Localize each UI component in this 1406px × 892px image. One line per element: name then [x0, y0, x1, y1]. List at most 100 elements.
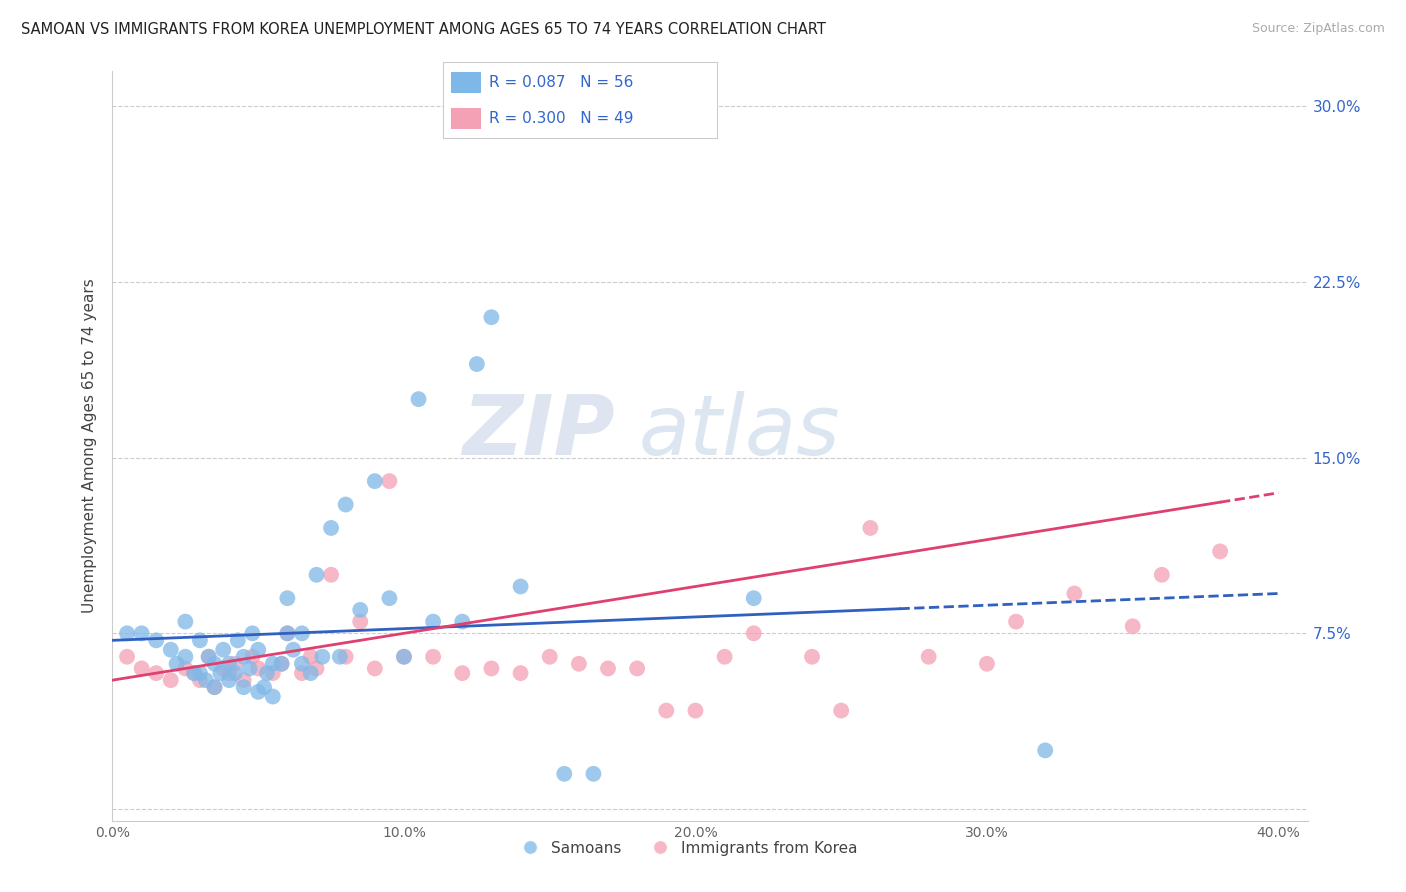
Point	[859, 521, 882, 535]
Point	[238, 661, 260, 675]
Point	[204, 680, 226, 694]
Point	[242, 649, 264, 664]
Point	[305, 567, 328, 582]
Point	[188, 633, 211, 648]
Point	[276, 626, 298, 640]
Y-axis label: Unemployment Among Ages 65 to 74 years: Unemployment Among Ages 65 to 74 years	[82, 278, 97, 614]
Point	[131, 626, 153, 640]
Point	[204, 680, 226, 694]
Point	[1209, 544, 1232, 558]
Point	[335, 498, 357, 512]
Legend: Samoans, Immigrants from Korea: Samoans, Immigrants from Korea	[509, 835, 863, 862]
Point	[262, 666, 284, 681]
Point	[538, 649, 561, 664]
Point	[568, 657, 591, 671]
Point	[197, 649, 219, 664]
Point	[378, 591, 401, 606]
Point	[596, 661, 619, 675]
Point	[742, 626, 765, 640]
Point	[194, 673, 217, 688]
Point	[183, 666, 205, 681]
Point	[976, 657, 998, 671]
Point	[408, 392, 430, 407]
Point	[242, 626, 264, 640]
Point	[270, 657, 292, 671]
Point	[349, 603, 371, 617]
Point	[349, 615, 371, 629]
Point	[174, 649, 197, 664]
Point	[131, 661, 153, 675]
Point	[224, 666, 246, 681]
Point	[197, 649, 219, 664]
Point	[1150, 567, 1173, 582]
Point	[329, 649, 352, 664]
Point	[262, 657, 284, 671]
Point	[232, 649, 254, 664]
Point	[378, 474, 401, 488]
Point	[232, 680, 254, 694]
Point	[188, 673, 211, 688]
Point	[801, 649, 824, 664]
Point	[145, 633, 167, 648]
Point	[232, 673, 254, 688]
Point	[262, 690, 284, 704]
Point	[451, 666, 474, 681]
Point	[183, 666, 205, 681]
Point	[392, 649, 415, 664]
Point	[218, 673, 240, 688]
Bar	[451, 71, 481, 93]
Point	[305, 661, 328, 675]
Point	[218, 666, 240, 681]
Point	[451, 615, 474, 629]
Text: Source: ZipAtlas.com: Source: ZipAtlas.com	[1251, 22, 1385, 36]
Text: R = 0.300   N = 49: R = 0.300 N = 49	[489, 111, 634, 126]
Text: atlas: atlas	[638, 391, 839, 472]
Point	[713, 649, 735, 664]
Point	[319, 567, 342, 582]
Point	[364, 661, 387, 675]
Point	[212, 661, 235, 675]
Point	[115, 649, 138, 664]
Point	[204, 657, 226, 671]
Point	[1122, 619, 1144, 633]
Point	[392, 649, 415, 664]
Point	[626, 661, 648, 675]
Point	[481, 661, 503, 675]
Point	[247, 661, 270, 675]
Point	[299, 666, 322, 681]
Point	[830, 704, 852, 718]
Point	[299, 649, 322, 664]
Point	[509, 666, 531, 681]
Point	[226, 633, 249, 648]
Point	[1033, 743, 1056, 757]
Bar	[451, 108, 481, 129]
Point	[509, 580, 531, 594]
Point	[115, 626, 138, 640]
Point	[270, 657, 292, 671]
Point	[582, 767, 605, 781]
Point	[422, 615, 444, 629]
Point	[1005, 615, 1028, 629]
Point	[1063, 586, 1085, 600]
Point	[553, 767, 575, 781]
Point	[247, 685, 270, 699]
Point	[291, 666, 314, 681]
Point	[422, 649, 444, 664]
Point	[166, 657, 188, 671]
Point	[145, 666, 167, 681]
Point	[209, 666, 232, 681]
Point	[247, 642, 270, 657]
Point	[276, 591, 298, 606]
Point	[256, 666, 278, 681]
Point	[319, 521, 342, 535]
Point	[212, 642, 235, 657]
Point	[291, 657, 314, 671]
Point	[224, 657, 246, 671]
Text: SAMOAN VS IMMIGRANTS FROM KOREA UNEMPLOYMENT AMONG AGES 65 TO 74 YEARS CORRELATI: SAMOAN VS IMMIGRANTS FROM KOREA UNEMPLOY…	[21, 22, 825, 37]
Point	[655, 704, 678, 718]
Point	[159, 642, 181, 657]
Text: ZIP: ZIP	[461, 391, 614, 472]
Point	[283, 642, 305, 657]
Point	[174, 661, 197, 675]
Point	[742, 591, 765, 606]
